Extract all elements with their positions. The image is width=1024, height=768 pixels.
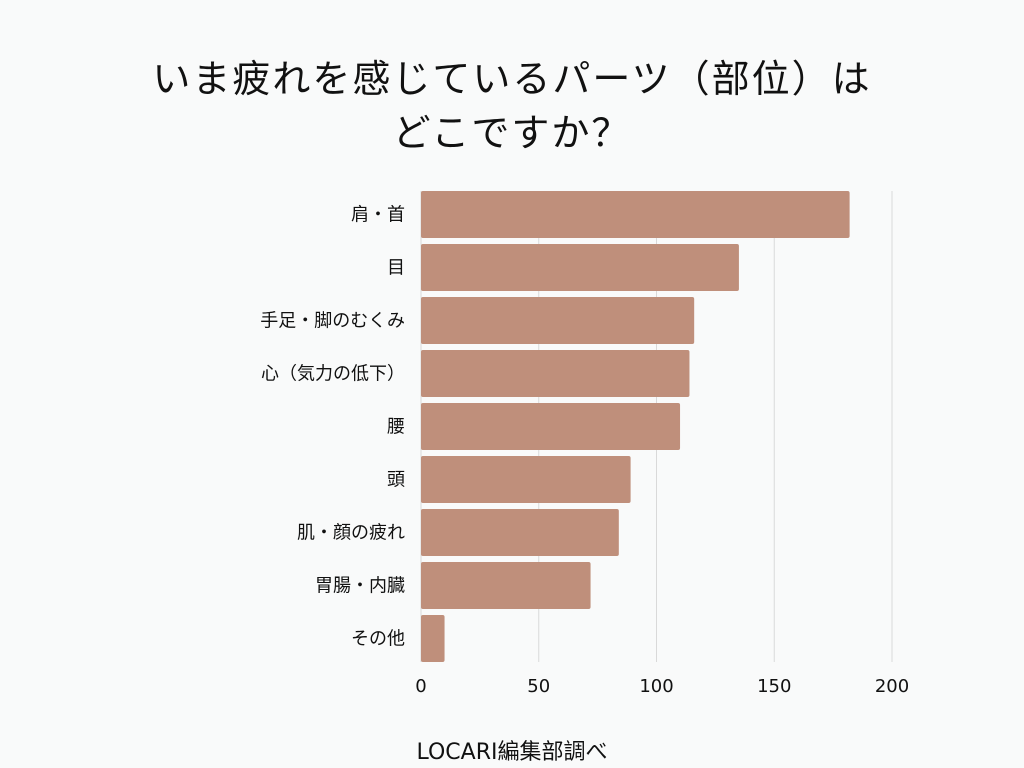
category-label: 頭 [387, 470, 405, 491]
chart-title-line-2: どこですか？ [392, 111, 632, 155]
category-label: 胃腸・内臓 [315, 576, 405, 597]
x-tick-label: 150 [757, 676, 791, 697]
category-label: 心（気力の低下） [261, 364, 405, 385]
bar [421, 403, 681, 450]
category-label: 肌・顔の疲れ [297, 523, 405, 544]
bar [421, 191, 850, 238]
category-label: 肩・首 [351, 205, 405, 226]
x-tick-label: 0 [415, 676, 426, 697]
x-axis-ticks: 0 50 100 150 200 [415, 676, 909, 697]
x-tick-label: 100 [639, 676, 673, 697]
source-note: LOCARI編集部調べ [416, 740, 608, 765]
category-label: 手足・脚のむくみ [260, 311, 405, 332]
chart-title-line-1: いま疲れを感じているパーツ（部位）は [152, 57, 872, 101]
category-label: その他 [351, 629, 405, 650]
x-tick-label: 50 [527, 676, 550, 697]
category-label: 腰 [387, 417, 405, 438]
x-tick-label: 200 [875, 676, 909, 697]
bar [421, 456, 631, 503]
bar [421, 615, 445, 662]
bar [421, 562, 591, 609]
bar [421, 509, 619, 556]
bar [421, 350, 690, 397]
bar [421, 297, 695, 344]
category-label: 目 [387, 258, 405, 279]
bar [421, 244, 739, 291]
chart-title: いま疲れを感じているパーツ（部位）は どこですか？ [0, 52, 1024, 160]
bars [421, 191, 850, 662]
